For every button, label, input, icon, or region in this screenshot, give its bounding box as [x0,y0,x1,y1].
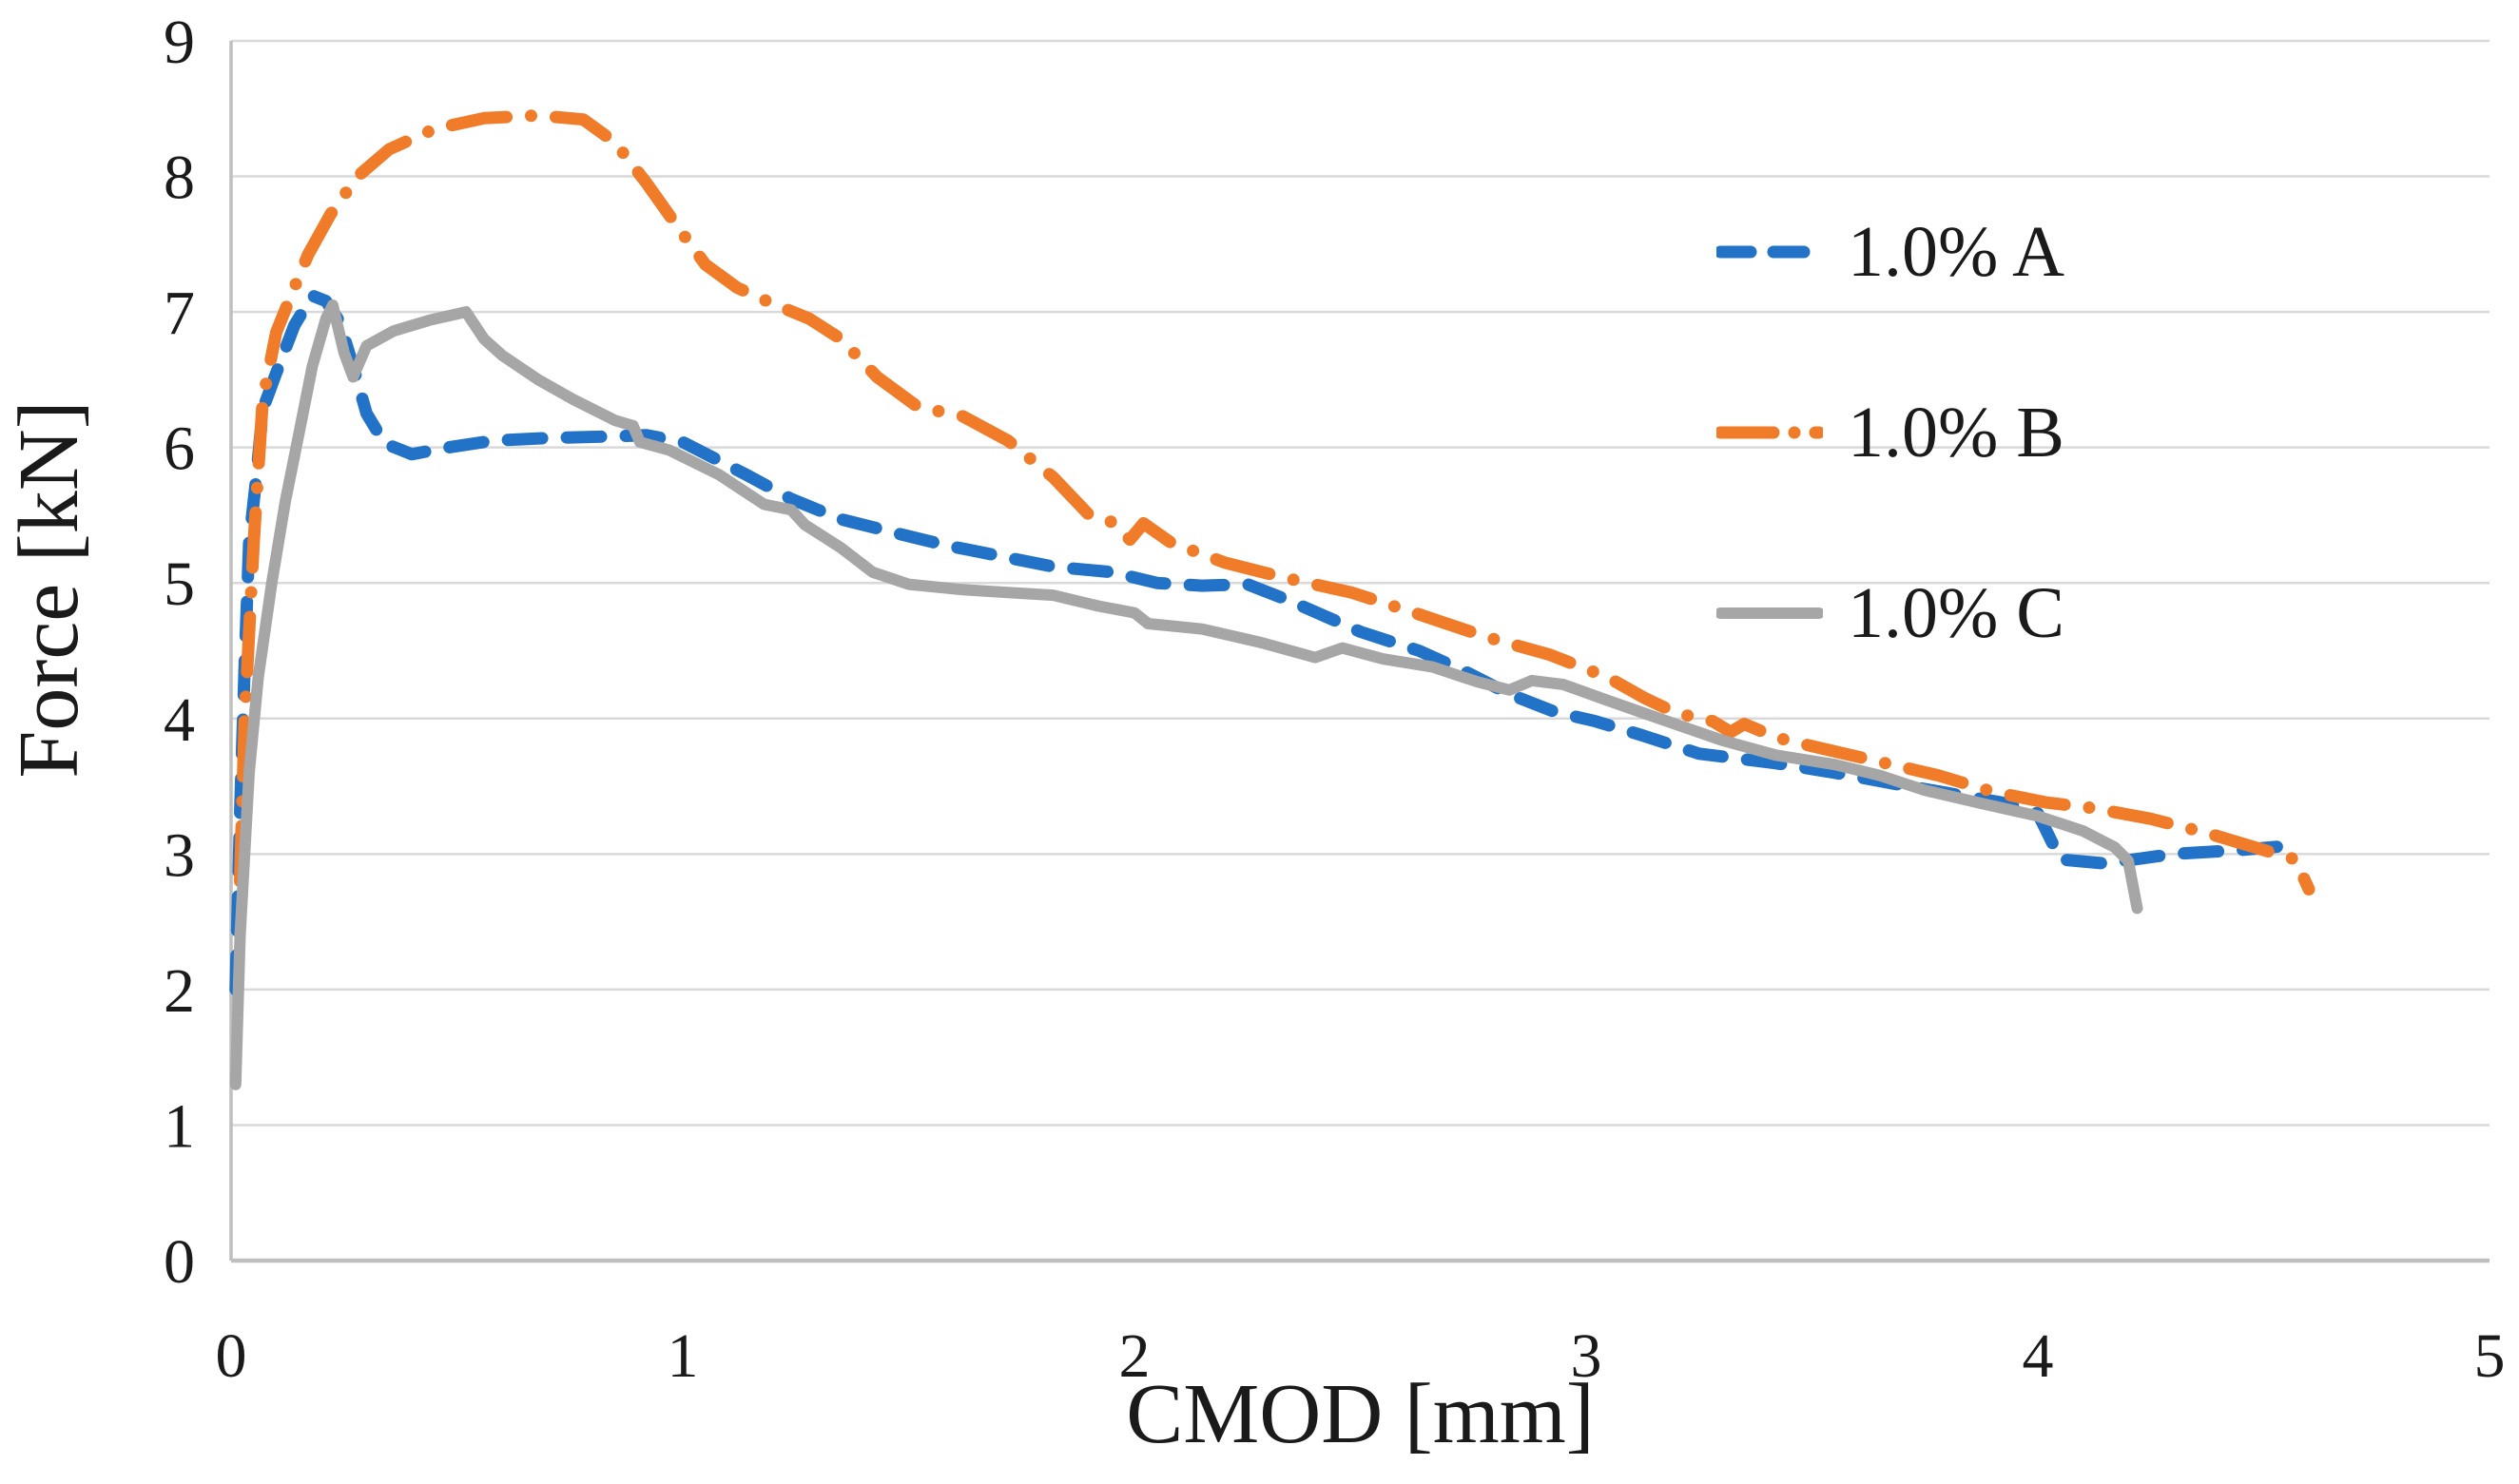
x-axis-title: CMOD [mm] [1126,1367,1595,1461]
series-line-1-0-b [234,108,2316,896]
x-tick-label-2: 2 [1119,1321,1151,1391]
x-tick-label-5: 5 [2474,1321,2506,1391]
y-tick-label-9: 9 [164,8,195,77]
y-tick-label-6: 6 [164,414,195,484]
legend-line-sample-a [1716,245,1823,259]
y-tick-label-4: 4 [164,685,195,755]
legend-label-b: 1.0% B [1848,393,2064,472]
x-tick-label-1: 1 [668,1321,699,1391]
y-tick-label-2: 2 [164,956,195,1026]
series-line-1-0-c [229,299,2143,1090]
legend-line-sample-b [1716,426,1823,439]
legend-item-c: 1.0% C [1716,523,2064,703]
legend-line-sample-c [1716,607,1823,619]
y-tick-label-7: 7 [164,279,195,348]
legend-label-c: 1.0% C [1848,573,2064,653]
tick-labels: 0 1 2 3 4 5 6 7 8 9 0 1 2 3 4 5 [164,8,2506,1391]
y-tick-label-5: 5 [164,549,195,619]
x-tick-label-4: 4 [2023,1321,2054,1391]
y-axis-title: Force [kN] [2,400,96,779]
legend-item-a: 1.0% A [1716,162,2064,342]
series-line-1-0-a [229,289,2293,996]
y-tick-label-1: 1 [164,1091,195,1161]
gridlines [231,39,2490,1127]
x-tick-label-3: 3 [1571,1321,1602,1391]
legend: 1.0% A 1.0% B 1.0% C [1716,162,2064,703]
legend-label-a: 1.0% A [1848,212,2064,292]
y-tick-label-8: 8 [164,144,195,213]
legend-item-b: 1.0% B [1716,342,2064,523]
y-tick-label-3: 3 [164,820,195,890]
x-tick-label-0: 0 [216,1321,247,1391]
y-tick-label-0: 0 [164,1227,195,1297]
